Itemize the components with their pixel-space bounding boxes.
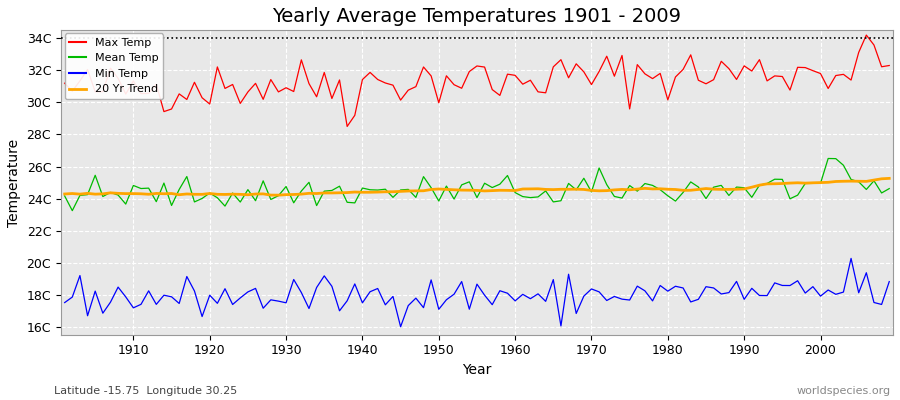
- X-axis label: Year: Year: [463, 363, 491, 377]
- Y-axis label: Temperature: Temperature: [7, 138, 21, 226]
- Legend: Max Temp, Mean Temp, Min Temp, 20 Yr Trend: Max Temp, Mean Temp, Min Temp, 20 Yr Tre…: [65, 33, 163, 99]
- Title: Yearly Average Temperatures 1901 - 2009: Yearly Average Temperatures 1901 - 2009: [273, 7, 681, 26]
- Text: Latitude -15.75  Longitude 30.25: Latitude -15.75 Longitude 30.25: [54, 386, 238, 396]
- Text: worldspecies.org: worldspecies.org: [796, 386, 891, 396]
